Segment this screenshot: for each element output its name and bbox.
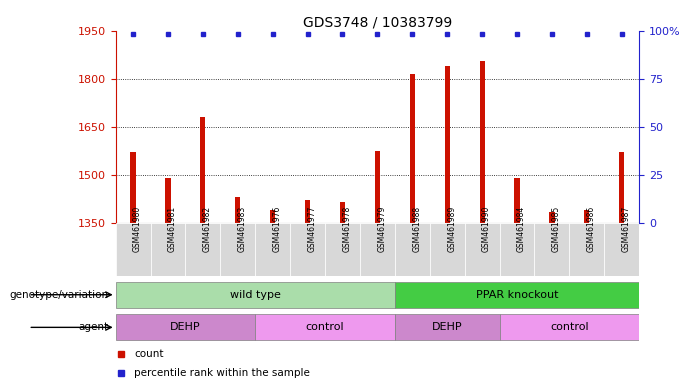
Text: DEHP: DEHP [170,322,201,333]
Text: GSM461990: GSM461990 [482,206,491,252]
Bar [395,282,639,308]
Bar [375,151,380,223]
Text: control: control [306,322,344,333]
Text: GSM461980: GSM461980 [133,206,142,252]
Bar [255,314,395,340]
Text: GSM461983: GSM461983 [238,206,247,252]
Bar [270,210,275,223]
Text: genotype/variation: genotype/variation [10,290,109,300]
Text: GSM461986: GSM461986 [587,206,596,252]
Text: PPAR knockout: PPAR knockout [476,290,558,300]
Bar [584,210,590,223]
Bar [186,223,220,276]
Bar [569,223,605,276]
Title: GDS3748 / 10383799: GDS3748 / 10383799 [303,16,452,30]
Bar [445,66,450,223]
Text: percentile rank within the sample: percentile rank within the sample [134,368,310,378]
Bar [131,152,136,223]
Text: GSM461985: GSM461985 [552,206,561,252]
Bar [605,223,639,276]
Bar [360,223,395,276]
Bar [430,223,464,276]
Text: GSM461982: GSM461982 [203,206,212,252]
Text: GSM461976: GSM461976 [273,206,282,252]
Bar [409,74,415,223]
Bar [325,223,360,276]
Bar [116,314,255,340]
Bar [500,314,639,340]
Text: GSM461988: GSM461988 [412,206,422,252]
Bar [200,117,205,223]
Text: GSM461984: GSM461984 [517,206,526,252]
Bar [549,212,555,223]
Bar [150,223,186,276]
Bar [305,200,310,223]
Bar [534,223,569,276]
Text: count: count [134,349,163,359]
Bar [479,61,485,223]
Text: GSM461978: GSM461978 [343,206,352,252]
Bar [116,282,395,308]
Bar [464,223,500,276]
Bar [116,223,150,276]
Bar [619,152,624,223]
Bar [500,223,534,276]
Bar [395,314,500,340]
Text: GSM461989: GSM461989 [447,206,456,252]
Bar [514,178,520,223]
Text: GSM461977: GSM461977 [307,206,317,252]
Text: control: control [550,322,589,333]
Bar [165,178,171,223]
Bar [255,223,290,276]
Bar [340,202,345,223]
Bar [220,223,255,276]
Text: GSM461981: GSM461981 [168,206,177,252]
Bar [235,197,241,223]
Text: DEHP: DEHP [432,322,462,333]
Bar [290,223,325,276]
Text: wild type: wild type [230,290,281,300]
Text: GSM461987: GSM461987 [622,206,631,252]
Text: GSM461979: GSM461979 [377,206,386,252]
Bar [395,223,430,276]
Text: agent: agent [79,322,109,333]
